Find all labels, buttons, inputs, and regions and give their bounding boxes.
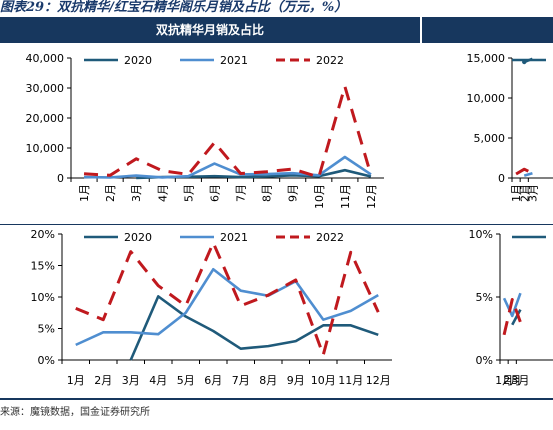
x-tick-label: 7月	[232, 374, 250, 387]
x-tick-label: 4月	[149, 374, 167, 387]
x-tick-label: 2月	[104, 184, 117, 202]
x-tick-label: 3月	[511, 374, 529, 387]
y-tick-label: 0%	[38, 354, 55, 367]
panel-header-right	[422, 17, 553, 43]
x-tick-label: 9月	[287, 184, 300, 202]
y-tick-label: 30,000	[26, 82, 65, 95]
y-tick-label: 15%	[31, 260, 55, 273]
series-line-2021	[75, 267, 379, 347]
x-tick-label: 2月	[94, 374, 112, 387]
x-tick-label: 5月	[182, 184, 195, 202]
legend-label: 2022	[316, 231, 344, 244]
x-tick-label: 1月	[495, 374, 513, 387]
series-line-2022	[83, 85, 373, 179]
x-tick-label: 9月	[287, 374, 305, 387]
panel-header-left: 双抗精华月销及占比	[0, 17, 420, 43]
legend-label: 2020	[124, 231, 152, 244]
series-line-2022	[75, 241, 380, 357]
y-tick-label: 5%	[38, 323, 55, 336]
x-tick-label: 6月	[208, 184, 221, 202]
x-tick-label: 1月	[510, 184, 523, 202]
x-tick-label: 3月	[526, 184, 539, 202]
y-tick-label: 15,000	[467, 52, 506, 65]
x-tick-label: 1月	[67, 374, 85, 387]
y-tick-label: 5%	[476, 291, 493, 304]
x-tick-label: 12月	[365, 184, 378, 209]
x-tick-label: 11月	[339, 184, 352, 209]
x-tick-label: 4月	[156, 184, 169, 202]
legend-label: 2020	[124, 54, 152, 67]
x-tick-label: 3月	[122, 374, 140, 387]
x-tick-label: 8月	[261, 184, 274, 202]
series-line-2021	[84, 155, 372, 179]
legend-label: 2021	[220, 231, 248, 244]
y-tick-label: 20%	[31, 228, 55, 241]
y-tick-label: 10,000	[26, 142, 65, 155]
x-tick-label: 12月	[366, 374, 391, 387]
y-tick-label: 10%	[31, 291, 55, 304]
chart-1: 0 10,000 20,000 30,000 40,000 1月 2月 3月 4月 5月 6月 7月 8…	[26, 52, 384, 209]
y-tick-label: 10,000	[467, 92, 506, 105]
footer-rule	[0, 398, 553, 400]
x-tick-label: 6月	[204, 374, 222, 387]
x-tick-label: 3月	[130, 184, 143, 202]
x-tick-label: 10月	[311, 374, 336, 387]
legend-label: 2021	[220, 54, 248, 67]
x-tick-label: 1月	[78, 184, 91, 202]
legend-label: 2022	[316, 54, 344, 67]
panel-divider-horizontal	[0, 224, 553, 225]
panel-divider-vertical	[420, 17, 422, 400]
y-tick-label: 20,000	[26, 112, 65, 125]
panel-title: 双抗精华月销及占比	[155, 23, 264, 37]
y-tick-label: 40,000	[26, 52, 65, 65]
series-start-marker	[522, 59, 527, 65]
x-tick-label: 10月	[313, 184, 326, 209]
x-tick-label: 11月	[338, 374, 363, 387]
x-tick-label: 2月	[518, 184, 531, 202]
y-tick-label: 5,000	[474, 132, 506, 145]
x-tick-label: 5月	[177, 374, 195, 387]
source-note: 来源：魔镜数据，国金证券研究所	[0, 407, 150, 418]
series-line-s1	[511, 308, 522, 326]
y-tick-label: 0%	[476, 354, 493, 367]
y-tick-label: 0	[57, 172, 64, 185]
series-line-2020	[129, 295, 379, 361]
chart-2: 0% 5% 10% 15% 20% 1月 2月 3月 4月 5月 6月 7月 8月 9月 10月 11月 12月…	[31, 228, 392, 387]
x-tick-label: 2月	[503, 374, 521, 387]
series-line-s2	[523, 171, 533, 177]
y-tick-label: 0	[498, 172, 505, 185]
x-tick-label: 7月	[235, 184, 248, 202]
figure-title: 图表29：双抗精华/红宝石精华阁乐月销及占比（万元，%）	[0, 0, 348, 15]
y-tick-label: 10%	[469, 228, 493, 241]
x-tick-label: 8月	[259, 374, 277, 387]
